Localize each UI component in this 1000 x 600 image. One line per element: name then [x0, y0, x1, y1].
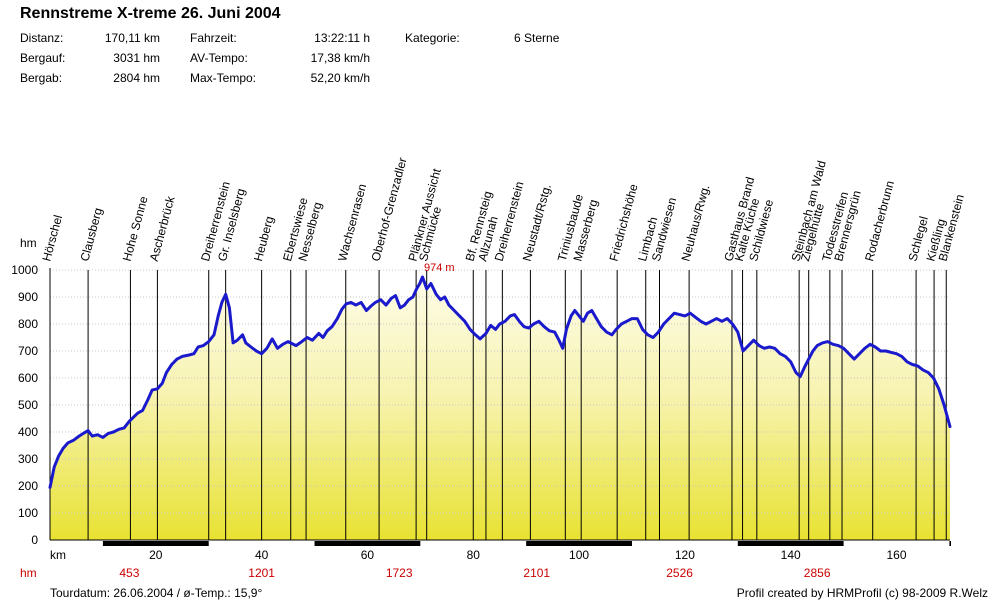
y-tick-label: 900 [18, 290, 38, 304]
stat-label-kategorie: Kategorie: [405, 31, 460, 45]
stat-label-max-tempo: Max-Tempo: [190, 71, 257, 85]
waypoint-label: Neustadt/Rstg. [520, 182, 554, 262]
y-tick-label: 200 [18, 479, 38, 493]
stat-label-bergauf: Bergauf: [20, 51, 66, 65]
stat-label-fahrzeit: Fahrzeit: [190, 31, 237, 45]
x-tick-label: 100 [569, 548, 589, 562]
waypoint-label: Hohe Sonne [120, 194, 151, 262]
footer-tour-date: Tourdatum: 26.06.2004 / ø-Temp.: 15,9° [50, 586, 263, 600]
y-tick-label: 800 [18, 317, 38, 331]
waypoint-label: Hörschel [39, 213, 65, 262]
x-tick-label: 120 [675, 548, 695, 562]
stat-value-kategorie: 6 Sterne [514, 31, 560, 45]
waypoint-label: Neuhaus/Rwg. [678, 183, 712, 263]
waypoint-label: Heuberg [251, 215, 276, 263]
waypoint-label: Friedrichshöhe [607, 182, 641, 263]
cumulative-climb-value: 2526 [666, 566, 693, 580]
waypoint-label: Wachsenrasen [335, 182, 369, 263]
x-tick-label: 160 [886, 548, 906, 562]
y-axis-unit-label: hm [20, 236, 37, 250]
y-tick-label: 100 [18, 506, 38, 520]
max-elevation-label: 974 m [424, 262, 455, 274]
cumulative-climb-value: 2101 [523, 566, 550, 580]
stat-value-max-tempo: 52,20 km/h [310, 71, 370, 85]
stat-label-av-tempo: AV-Tempo: [190, 51, 248, 65]
waypoint-label: Rodacherbrunn [862, 179, 897, 263]
chart-title: Rennstreme X-treme 26. Juni 2004 [20, 5, 281, 22]
footer-credit: Profil created by HRMProfil (c) 98-2009 … [736, 586, 988, 600]
y-tick-label: 700 [18, 344, 38, 358]
y-tick-label: 600 [18, 371, 38, 385]
elevation-profile-line [48, 275, 952, 489]
km-scale-band [526, 541, 632, 546]
x-tick-label: 40 [255, 548, 269, 562]
km-scale-band [102, 541, 209, 546]
cumulative-climb-value: 1201 [248, 566, 275, 580]
y-tick-label: 0 [31, 533, 38, 547]
km-scale-band [737, 541, 844, 546]
x-tick-label: 140 [781, 548, 801, 562]
km-scale-band [314, 541, 421, 546]
y-tick-label: 300 [18, 452, 38, 466]
y-tick-label: 400 [18, 425, 38, 439]
x-axis-unit-label: km [50, 548, 66, 562]
x-tick-label: 60 [361, 548, 375, 562]
km-scale-band [949, 541, 951, 546]
y-tick-label: 1000 [11, 263, 38, 277]
cumulative-climb-value: 1723 [386, 566, 413, 580]
stat-value-av-tempo: 17,38 km/h [310, 51, 370, 65]
stat-label-bergab: Bergab: [20, 71, 63, 85]
cumulative-climb-value: 453 [119, 566, 139, 580]
cumulative-climb-row-label: hm [20, 566, 37, 580]
stat-value-bergab: 2804 hm [113, 71, 160, 85]
stat-label-distanz: Distanz: [20, 31, 64, 45]
stat-value-bergauf: 3031 hm [113, 51, 160, 65]
waypoint-label: Clausberg [77, 206, 105, 262]
x-tick-label: 20 [149, 548, 163, 562]
y-tick-label: 500 [18, 398, 38, 412]
x-tick-label: 80 [467, 548, 481, 562]
profile-area-fill [50, 277, 950, 540]
waypoint-label: Ascherbrück [147, 194, 178, 263]
stat-value-fahrzeit: 13:22:11 h [314, 31, 370, 45]
stat-value-distanz: 170,11 km [104, 31, 160, 45]
waypoint-label: Oberhof-Grenzadler [368, 156, 409, 263]
cumulative-climb-value: 2856 [804, 566, 831, 580]
